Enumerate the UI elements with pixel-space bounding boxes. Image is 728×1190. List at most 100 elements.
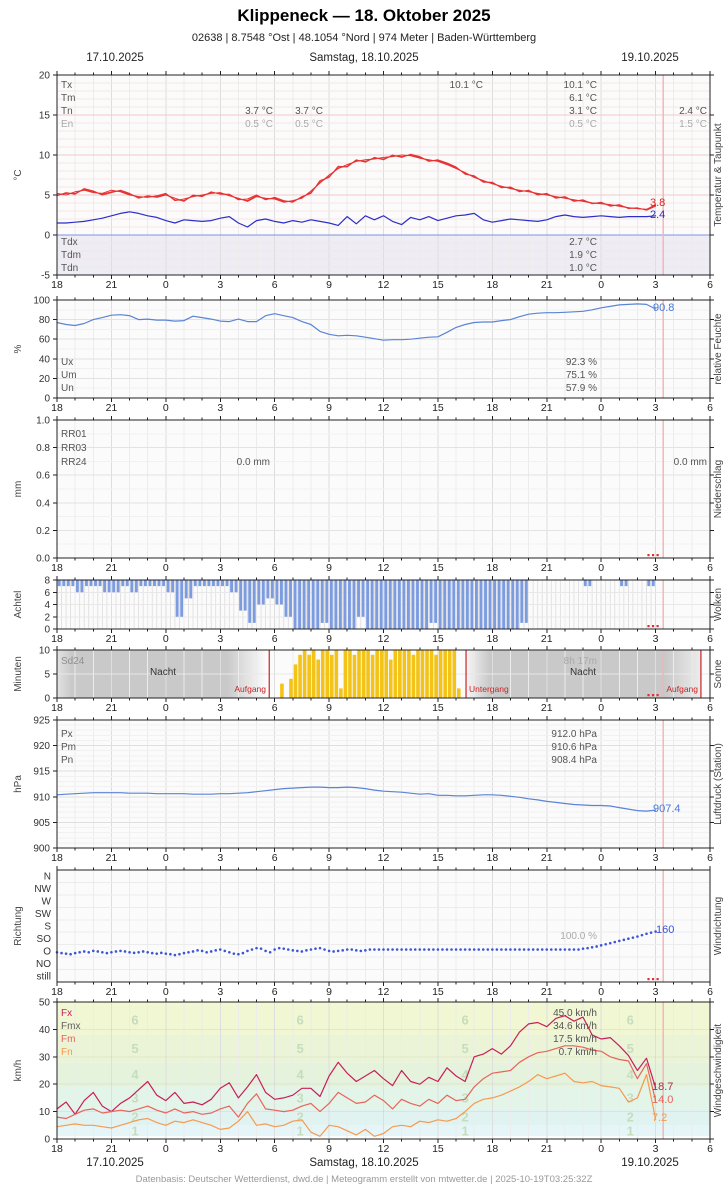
svg-text:SO: SO [37,934,52,945]
svg-text:2: 2 [627,1110,634,1125]
svg-text:18: 18 [486,402,498,414]
svg-text:80: 80 [39,315,51,326]
side-label-humidity: relative Feuchte [713,313,724,385]
page-title: Klippeneck — 18. Oktober 2025 [237,6,491,25]
svg-text:18: 18 [486,986,498,998]
svg-text:50: 50 [39,998,51,1009]
svg-text:10: 10 [39,646,51,657]
svg-text:1: 1 [296,1123,303,1138]
stat-tm-label: Tm [61,93,76,104]
legend-fx-label: Fx [61,1008,73,1019]
svg-text:60: 60 [39,335,51,346]
svg-text:3: 3 [653,1143,659,1155]
svg-text:12: 12 [378,633,390,645]
svg-text:6: 6 [707,702,713,714]
svg-text:12: 12 [378,562,390,574]
stat-tdm-value: 1.9 °C [569,250,597,261]
data-credit: Datenbasis: Deutscher Wetterdienst, dwd.… [135,1174,593,1185]
svg-text:10: 10 [39,151,51,162]
svg-text:0: 0 [44,625,50,636]
date-top-left: 17.10.2025 [86,52,144,64]
svg-text:100: 100 [33,296,50,307]
svg-text:21: 21 [541,852,553,864]
svg-text:-5: -5 [41,271,50,282]
svg-text:3: 3 [217,986,223,998]
stat-en-value: 0.5 °C [569,119,597,130]
svg-text:0: 0 [163,279,169,291]
svg-text:12: 12 [378,402,390,414]
svg-text:6: 6 [707,633,713,645]
svg-text:18: 18 [486,562,498,574]
svg-text:0.0: 0.0 [36,554,50,565]
unit-label-precipitation: mm [13,480,24,498]
svg-text:1.0: 1.0 [36,416,50,427]
svg-text:0: 0 [163,633,169,645]
stat-tm-value: 6.1 °C [569,93,597,104]
stat-rr24-mid: 0.0 mm [236,457,270,468]
svg-text:9: 9 [326,852,332,864]
svg-text:20: 20 [39,1080,51,1091]
svg-text:0.8: 0.8 [36,443,50,454]
svg-text:3: 3 [653,702,659,714]
stat-tdm-label: Tdm [61,250,81,261]
svg-text:0: 0 [598,852,604,864]
svg-text:NW: NW [34,884,51,895]
svg-text:21: 21 [541,986,553,998]
svg-text:18: 18 [51,986,63,998]
svg-text:3: 3 [653,279,659,291]
svg-text:15: 15 [432,402,444,414]
date-bottom-right: 19.10.2025 [621,1157,679,1169]
svg-text:21: 21 [106,852,118,864]
svg-text:1: 1 [131,1123,138,1138]
side-label-precipitation: Niederschlag [713,459,724,519]
svg-text:21: 21 [541,562,553,574]
svg-text:3: 3 [217,852,223,864]
stat-pm-label: Pm [61,742,76,753]
svg-text:18: 18 [51,1143,63,1155]
side-label-clouds: Wolken [713,587,724,622]
stat-en-label: En [61,119,74,130]
svg-text:4: 4 [44,600,50,611]
svg-text:3: 3 [653,852,659,864]
svg-text:30: 30 [39,1052,51,1063]
stat-ux-label: Ux [61,357,74,368]
svg-text:18: 18 [51,633,63,645]
svg-text:2: 2 [296,1110,303,1125]
sun-duration: 8h 17m [563,656,597,667]
svg-text:2: 2 [462,1110,469,1125]
stat-rr01-label: RR01 [61,429,87,440]
svg-text:0.6: 0.6 [36,471,50,482]
stat-rr24-far: 0.0 mm [673,457,707,468]
svg-text:15: 15 [39,111,51,122]
svg-text:3: 3 [131,1090,138,1105]
svg-text:3: 3 [217,702,223,714]
svg-text:15: 15 [432,702,444,714]
sunrise-label-1: Aufgang [234,684,266,694]
svg-text:4: 4 [131,1067,139,1082]
date-top-center: Samstag, 18.10.2025 [309,52,419,64]
svg-text:18: 18 [486,279,498,291]
svg-text:0: 0 [163,1143,169,1155]
svg-text:0: 0 [598,562,604,574]
svg-text:15: 15 [432,852,444,864]
night-label-2: Nacht [569,667,597,678]
svg-text:3: 3 [217,562,223,574]
stat-tdx-value: 2.7 °C [569,237,597,248]
svg-text:21: 21 [541,633,553,645]
svg-text:18: 18 [51,852,63,864]
svg-text:6: 6 [627,1012,634,1027]
stat-un-label: Un [61,383,74,394]
unit-label-humidity: % [13,344,24,354]
legend-fn-label: Fn [61,1047,73,1058]
svg-text:18: 18 [51,702,63,714]
stat-un-value: 57.9 % [565,383,597,394]
svg-text:12: 12 [378,279,390,291]
svg-text:6: 6 [707,402,713,414]
svg-text:9: 9 [326,1143,332,1155]
svg-text:21: 21 [541,402,553,414]
